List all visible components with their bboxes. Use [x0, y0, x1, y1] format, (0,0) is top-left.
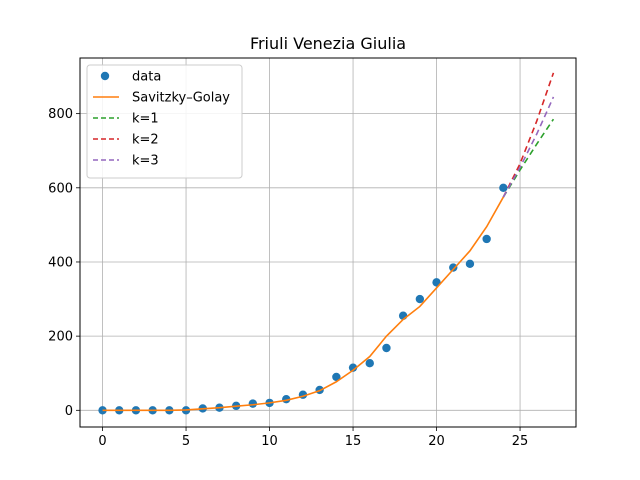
data-point	[499, 183, 508, 192]
x-tick-label: 15	[345, 434, 362, 449]
data-point	[482, 234, 491, 244]
series-line	[502, 96, 555, 198]
y-tick-label: 200	[48, 330, 73, 345]
legend-box	[86, 64, 243, 179]
x-tick-label: 0	[98, 434, 106, 449]
data-point	[449, 263, 458, 272]
legend-label: k=1	[132, 112, 159, 127]
legend: data Savitzky–Golay k=1 k=2 k=3	[86, 64, 243, 179]
legend-label: k=3	[132, 154, 159, 169]
legend-label: Savitzky–Golay	[132, 91, 230, 106]
plot-frame	[79, 57, 577, 428]
legend-marker	[100, 71, 110, 81]
data-point	[365, 359, 374, 368]
series-line	[502, 118, 555, 198]
data-point	[348, 363, 358, 372]
series-line	[502, 72, 555, 198]
data-point	[332, 372, 341, 382]
x-tick-label: 10	[261, 434, 278, 449]
data-point	[98, 406, 107, 415]
y-tick-label: 600	[48, 181, 73, 196]
legend-label: k=2	[132, 133, 159, 148]
data-point	[382, 343, 391, 353]
plot-series	[98, 72, 555, 415]
legend-label: data	[132, 70, 161, 85]
x-tick-label: 20	[428, 434, 445, 449]
data-point	[465, 259, 475, 269]
chart-title: Friuli Venezia Giulia	[250, 34, 406, 53]
x-tick-label: 25	[512, 434, 529, 449]
y-tick-label: 400	[48, 255, 73, 270]
y-tick-label: 800	[48, 107, 73, 122]
series-line	[102, 196, 505, 412]
y-tick-label: 0	[65, 404, 73, 419]
x-tick-label: 5	[182, 434, 190, 449]
axes: 0 5 10 15 20 25 0 200 400 600 800	[48, 107, 528, 449]
data-point	[415, 294, 425, 304]
